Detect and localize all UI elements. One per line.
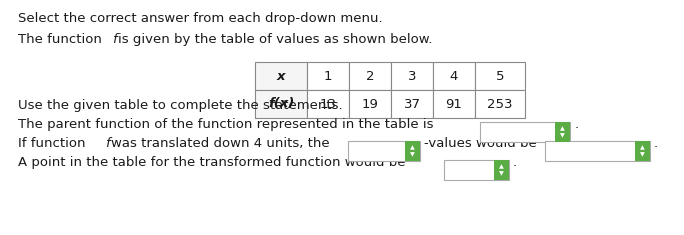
Bar xyxy=(255,62,307,90)
Text: ▲: ▲ xyxy=(640,145,645,150)
Text: ▲: ▲ xyxy=(410,145,415,150)
Text: f: f xyxy=(105,137,109,150)
Bar xyxy=(433,62,475,90)
Text: 91: 91 xyxy=(445,98,462,110)
Bar xyxy=(349,90,391,118)
Text: 3: 3 xyxy=(408,70,417,82)
Text: The parent function of the function represented in the table is: The parent function of the function repr… xyxy=(18,118,434,131)
Bar xyxy=(391,90,433,118)
Text: 37: 37 xyxy=(404,98,421,110)
Bar xyxy=(635,141,650,161)
Bar xyxy=(475,90,525,118)
Text: A point in the table for the transformed function would be: A point in the table for the transformed… xyxy=(18,156,406,169)
Text: If function: If function xyxy=(18,137,90,150)
Text: ▼: ▼ xyxy=(410,152,415,157)
Text: 1: 1 xyxy=(324,70,332,82)
Bar xyxy=(391,62,433,90)
Bar xyxy=(545,141,650,161)
Text: 4: 4 xyxy=(450,70,458,82)
Text: The function: The function xyxy=(18,33,106,46)
Text: 2: 2 xyxy=(366,70,374,82)
Bar xyxy=(405,141,420,161)
Text: was translated down 4 units, the: was translated down 4 units, the xyxy=(111,137,329,150)
Bar xyxy=(307,62,349,90)
Text: f: f xyxy=(112,33,117,46)
Text: 13: 13 xyxy=(319,98,337,110)
Bar xyxy=(555,122,570,142)
Text: ▼: ▼ xyxy=(499,171,504,176)
Text: Use the given table to complete the statements.: Use the given table to complete the stat… xyxy=(18,99,343,112)
Bar xyxy=(433,90,475,118)
Bar xyxy=(494,160,509,180)
Text: 19: 19 xyxy=(362,98,378,110)
Text: f(x): f(x) xyxy=(268,98,294,110)
Text: -values would be: -values would be xyxy=(424,137,536,150)
Text: 5: 5 xyxy=(496,70,504,82)
Bar xyxy=(347,141,420,161)
Text: is given by the table of values as shown below.: is given by the table of values as shown… xyxy=(118,33,433,46)
Text: 253: 253 xyxy=(487,98,513,110)
Text: .: . xyxy=(574,118,578,131)
Bar xyxy=(444,160,509,180)
Bar xyxy=(480,122,570,142)
Bar xyxy=(307,90,349,118)
Text: ▲: ▲ xyxy=(499,164,504,169)
Bar xyxy=(255,90,307,118)
Text: ▲: ▲ xyxy=(560,126,565,131)
Bar xyxy=(475,62,525,90)
Text: ▼: ▼ xyxy=(560,133,565,138)
Text: .: . xyxy=(654,137,658,150)
Text: ▼: ▼ xyxy=(640,152,645,157)
Text: .: . xyxy=(513,156,517,169)
Bar xyxy=(349,62,391,90)
Text: x: x xyxy=(277,70,285,82)
Text: Select the correct answer from each drop-down menu.: Select the correct answer from each drop… xyxy=(18,12,382,25)
